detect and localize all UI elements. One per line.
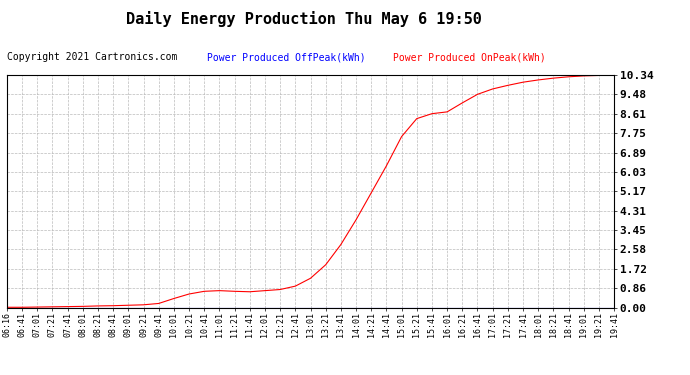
- Text: Power Produced OnPeak(kWh): Power Produced OnPeak(kWh): [393, 53, 546, 63]
- Text: Power Produced OffPeak(kWh): Power Produced OffPeak(kWh): [207, 53, 366, 63]
- Text: Copyright 2021 Cartronics.com: Copyright 2021 Cartronics.com: [7, 53, 177, 63]
- Text: Daily Energy Production Thu May 6 19:50: Daily Energy Production Thu May 6 19:50: [126, 11, 482, 27]
